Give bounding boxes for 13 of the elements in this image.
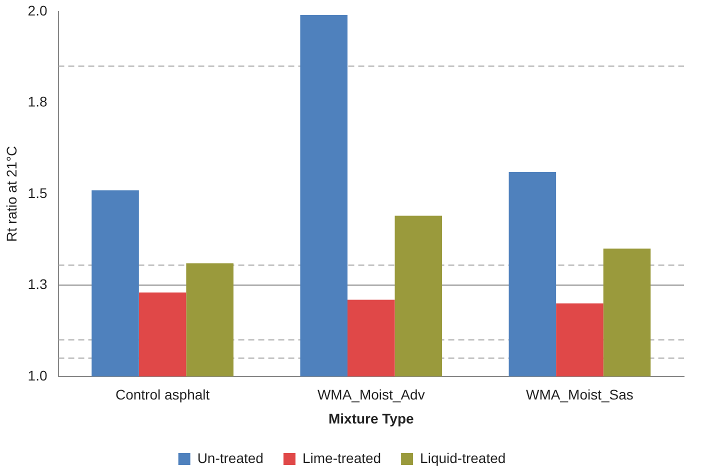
y-axis-title: Rt ratio at 21°C [3, 146, 20, 242]
x-tick-label: WMA_Moist_Adv [317, 386, 425, 403]
y-tick-label: 1.0 [28, 367, 48, 384]
y-tick-label: 1.5 [28, 184, 48, 201]
legend-label: Un-treated [197, 450, 264, 466]
x-axis-title: Mixture Type [328, 410, 414, 426]
legend-label: Liquid-treated [420, 450, 506, 466]
x-tick-label: WMA_Moist_Sas [526, 386, 634, 403]
y-tick-label: 1.8 [28, 94, 48, 110]
legend-label: Lime-treated [302, 450, 382, 466]
x-tick-label: Control asphalt [115, 386, 210, 403]
y-tick-label: 1.3 [28, 276, 48, 292]
y-tick-label: 2.0 [28, 2, 48, 18]
